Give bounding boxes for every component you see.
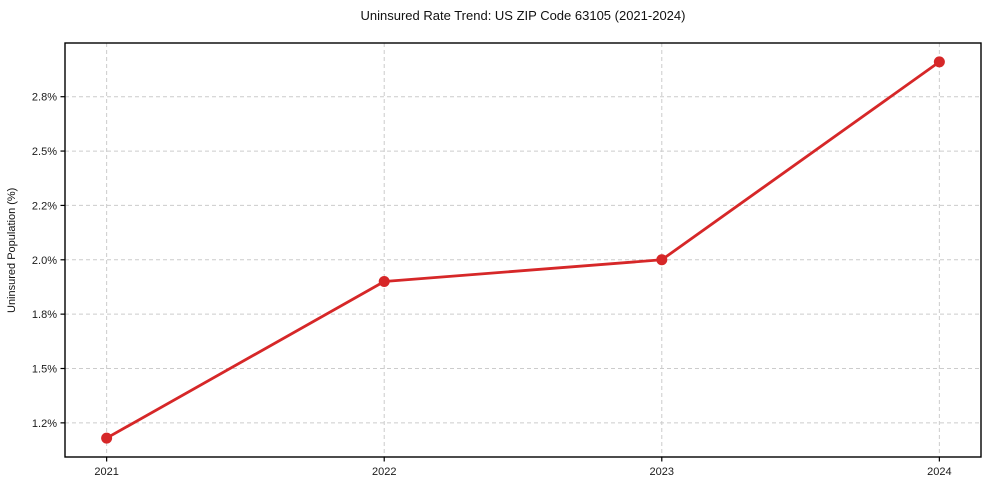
- gridlines: [65, 43, 981, 457]
- x-tick-label: 2021: [94, 466, 118, 478]
- data-point-marker: [656, 254, 668, 266]
- data-series: [101, 56, 945, 444]
- x-tick-label: 2024: [927, 466, 951, 478]
- y-tick-label: 1.5%: [32, 364, 57, 376]
- x-tick-label: 2023: [650, 466, 674, 478]
- data-point-marker: [101, 432, 113, 444]
- y-tick-label: 2.8%: [32, 92, 57, 104]
- y-axis-label: Uninsured Population (%): [6, 187, 18, 313]
- tick-labels: 2021 2022 2023 2024 1.2% 1.5% 1.8% 2.0% 2.2% 2.5%…: [32, 92, 952, 478]
- y-tick-label: 1.2%: [32, 418, 57, 430]
- data-point-marker: [933, 56, 945, 68]
- y-tick-label: 2.0%: [32, 255, 57, 267]
- plot-border: [64, 42, 982, 458]
- y-tick-label: 2.5%: [32, 146, 57, 158]
- y-tick-label: 1.8%: [32, 309, 57, 321]
- axis-ticks: [60, 96, 940, 462]
- trend-line: [105, 60, 941, 440]
- chart-title: Uninsured Rate Trend: US ZIP Code 63105 …: [360, 8, 686, 23]
- x-tick-label: 2022: [372, 466, 396, 478]
- data-point-marker: [378, 276, 390, 288]
- y-tick-label: 2.2%: [32, 200, 57, 212]
- axes-spines: [64, 42, 982, 458]
